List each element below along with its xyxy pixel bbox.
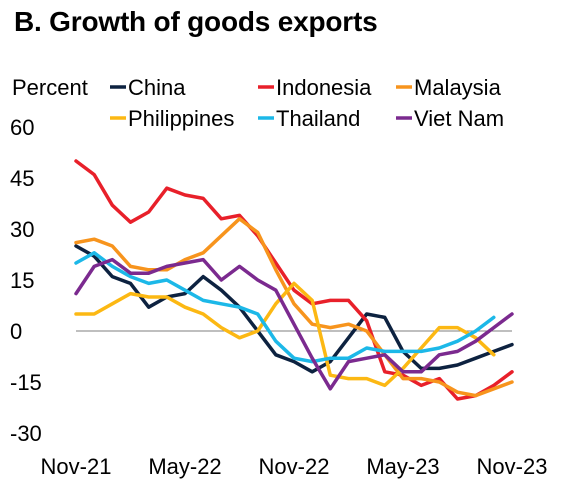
y-tick-label: 30 <box>10 217 34 242</box>
y-tick-label: 45 <box>10 166 34 191</box>
series-lines <box>74 159 514 401</box>
x-tick-label: May-23 <box>366 454 439 479</box>
series-line-viet-nam <box>74 257 514 391</box>
legend-label-viet-nam: Viet Nam <box>414 106 504 131</box>
legend-label-thailand: Thailand <box>276 106 360 131</box>
series-line-indonesia <box>74 159 514 401</box>
y-tick-label: 60 <box>10 115 34 140</box>
x-axis: Nov-21 May-22 Nov-22 May-23 Nov-23 <box>41 454 548 479</box>
chart-title: B. Growth of goods exports <box>14 6 378 37</box>
x-tick-label: May-22 <box>148 454 221 479</box>
series-line-malaysia <box>74 217 514 398</box>
legend-label-malaysia: Malaysia <box>414 75 502 100</box>
y-tick-label: -30 <box>10 421 42 446</box>
y-axis: -30 -15 0 15 30 45 60 <box>10 115 42 446</box>
legend: China Indonesia Malaysia Philippines Thailan… <box>110 75 504 131</box>
legend-label-philippines: Philippines <box>128 106 234 131</box>
x-tick-label: Nov-23 <box>477 454 548 479</box>
y-tick-label: 0 <box>10 319 22 344</box>
series-line-philippines <box>74 281 496 388</box>
legend-label-china: China <box>128 75 186 100</box>
y-tick-label: -15 <box>10 370 42 395</box>
x-tick-label: Nov-21 <box>41 454 112 479</box>
y-tick-label: 15 <box>10 268 34 293</box>
y-axis-label: Percent <box>12 75 88 100</box>
series-line-china <box>74 244 514 374</box>
legend-label-indonesia: Indonesia <box>276 75 372 100</box>
series-line-thailand <box>74 251 496 364</box>
x-tick-label: Nov-22 <box>259 454 330 479</box>
